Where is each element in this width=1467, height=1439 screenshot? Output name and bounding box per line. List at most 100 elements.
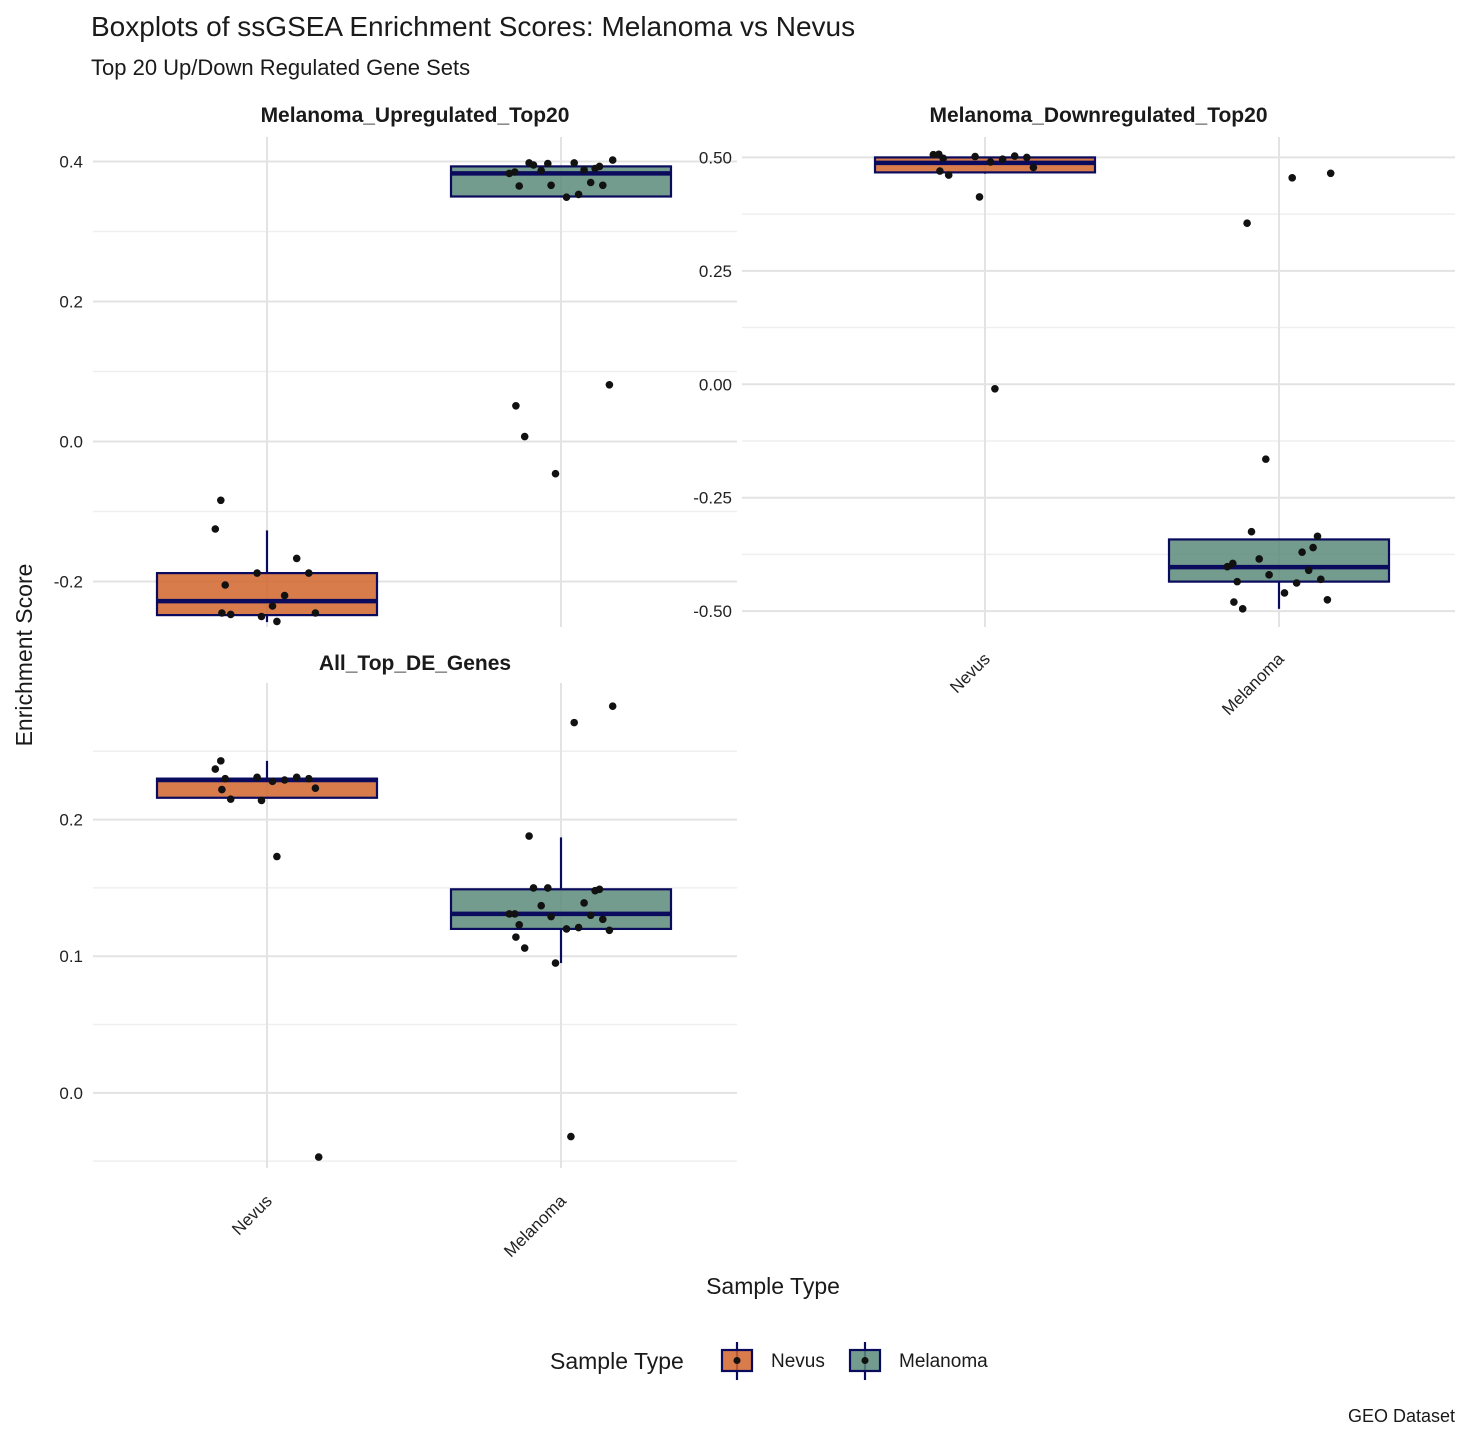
data-point [1292, 579, 1301, 587]
y-axis-title: Enrichment Score [11, 564, 37, 747]
data-point [512, 402, 520, 410]
y-tick-label: 0.2 [59, 811, 83, 830]
data-point [273, 852, 281, 861]
panel-melanoma-downregulated: Melanoma_Downregulated_Top20 -0.50 -0.25 0.… [693, 104, 1455, 719]
data-point [1010, 152, 1019, 160]
data-point [226, 610, 235, 619]
y-tick-label: -0.50 [693, 602, 732, 621]
data-point [305, 569, 313, 577]
data-point [574, 923, 583, 932]
y-tick-label: 0.0 [59, 1084, 83, 1103]
data-point [529, 161, 538, 169]
box-nevus [155, 760, 379, 799]
y-tick-label: 0.2 [59, 293, 83, 312]
data-point [599, 181, 607, 190]
box-melanoma [1167, 538, 1391, 609]
data-point [1309, 543, 1317, 552]
data-point [939, 154, 947, 163]
y-tick-label: 0.1 [59, 947, 83, 966]
data-point [591, 164, 599, 173]
panel-title-melanoma-downregulated-top20: Melanoma_Downregulated_Top20 [929, 104, 1267, 127]
data-point [311, 609, 320, 617]
data-point [520, 432, 529, 441]
data-point [305, 774, 313, 783]
data-point [1313, 532, 1322, 541]
y-tick-label: 0.0 [59, 433, 83, 452]
data-point [217, 757, 225, 765]
data-point [268, 777, 277, 786]
legend-key-nevus-point [733, 1357, 741, 1364]
data-point [986, 158, 995, 166]
data-point [1280, 589, 1289, 597]
data-point [944, 171, 953, 179]
panel-all-top-de-genes: All_Top_DE_Genes 0.0 0.1 0.2 Nevus Melanoma [59, 652, 737, 1261]
data-point [211, 525, 220, 533]
x-tick-label-nevus: Nevus [946, 649, 994, 697]
data-point [570, 718, 578, 727]
data-point [515, 182, 523, 190]
data-point [608, 156, 617, 164]
data-point [1288, 174, 1296, 182]
box-melanoma [449, 165, 673, 198]
legend-label-melanoma: Melanoma [899, 1351, 988, 1372]
y-tick-label: 0.4 [59, 153, 83, 172]
data-point [257, 612, 266, 621]
box-iqr [1167, 538, 1391, 583]
data-point [591, 886, 599, 895]
data-point [586, 911, 595, 920]
data-point [314, 1153, 323, 1161]
data-point [520, 944, 529, 952]
chart-subtitle: Top 20 Up/Down Regulated Gene Sets [91, 55, 470, 80]
gridlines [93, 683, 737, 1168]
data-point [529, 884, 538, 892]
data-point [253, 569, 261, 577]
data-point [257, 796, 266, 805]
data-point [1255, 555, 1263, 563]
data-point [1323, 595, 1332, 604]
data-point [292, 554, 301, 563]
box-iqr [449, 165, 673, 198]
points-melanoma [1223, 169, 1335, 613]
data-point [975, 193, 984, 201]
data-point [1265, 571, 1273, 579]
data-point [1298, 548, 1306, 556]
data-point [512, 933, 520, 941]
gridlines [93, 137, 737, 627]
data-point [562, 925, 571, 933]
box-iqr [449, 888, 673, 931]
data-point [605, 381, 614, 389]
data-point [515, 921, 523, 929]
y-tick-label: 0.00 [699, 375, 732, 394]
data-point [1247, 527, 1256, 536]
data-point [280, 776, 289, 784]
y-tick-label: -0.25 [693, 489, 732, 508]
panel-title-all-top-de-genes: All_Top_DE_Genes [319, 652, 511, 675]
data-point [544, 884, 552, 892]
data-point [551, 469, 560, 478]
data-point [217, 496, 225, 505]
y-tick-label: 0.50 [699, 148, 732, 167]
data-point [547, 181, 555, 190]
data-point [226, 795, 235, 803]
box-iqr [155, 571, 379, 617]
data-point [605, 926, 614, 935]
data-point [511, 910, 519, 918]
points-melanoma [505, 156, 617, 478]
x-tick-label-melanoma: Melanoma [1218, 649, 1288, 719]
points-melanoma [505, 702, 617, 1141]
y-tick-label: 0.25 [699, 262, 732, 281]
data-point [580, 166, 588, 174]
y-tick-label: -0.2 [54, 573, 83, 592]
data-point [551, 959, 560, 967]
data-point [218, 609, 226, 617]
data-point [547, 912, 555, 921]
legend: Sample Type Nevus Melanoma [550, 1342, 988, 1380]
chart-title: Boxplots of ssGSEA Enrichment Scores: Me… [91, 11, 855, 42]
data-point [211, 765, 220, 773]
caption: GEO Dataset [1348, 1406, 1455, 1426]
points-nevus [929, 150, 1038, 393]
data-point [1262, 455, 1270, 463]
data-point [998, 155, 1007, 164]
data-point [280, 591, 289, 600]
